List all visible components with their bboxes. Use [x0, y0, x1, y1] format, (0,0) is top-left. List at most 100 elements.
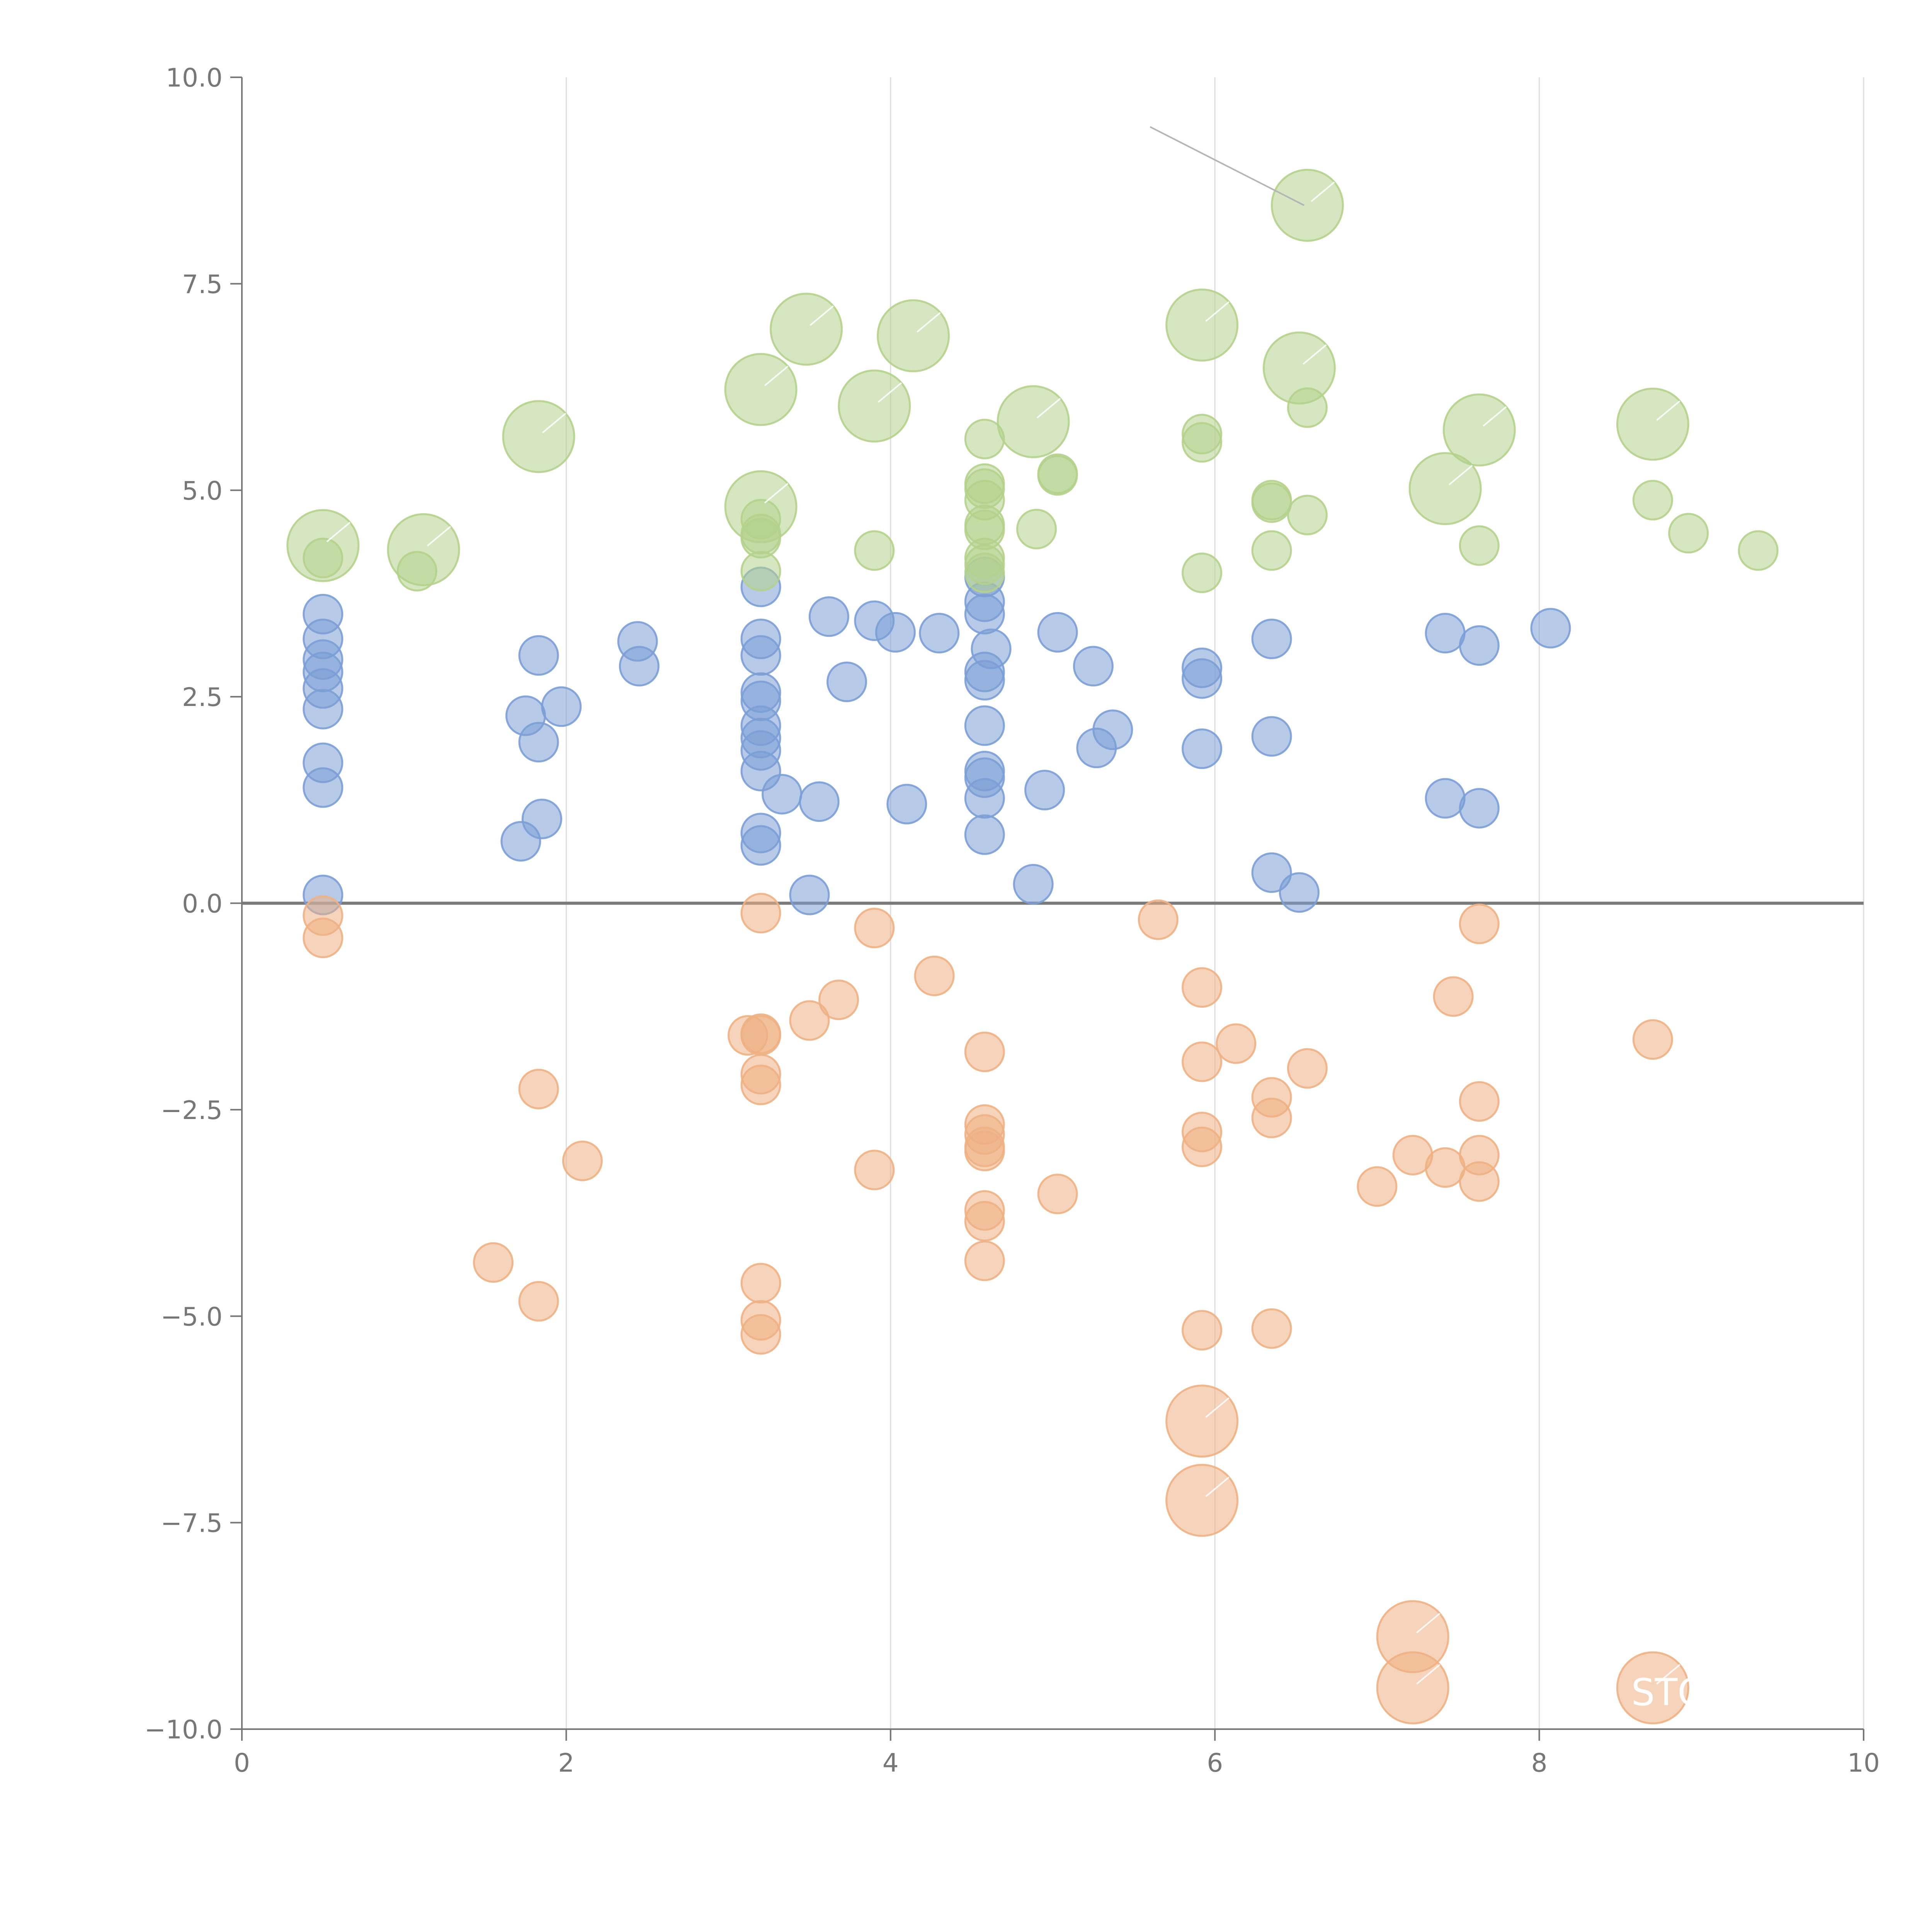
green-bubble — [1738, 530, 1779, 571]
x-tick-label: 6 — [1207, 1748, 1223, 1778]
orange-bubble — [1459, 903, 1500, 944]
green-bubble — [964, 553, 1005, 593]
green-bubble — [1287, 387, 1328, 428]
orange-bubble — [964, 1201, 1005, 1242]
blue-bubble — [886, 784, 927, 825]
orange-bubble — [1357, 1166, 1398, 1207]
green-bubble — [1408, 452, 1482, 525]
orange-bubble — [518, 1281, 559, 1322]
orange-bubble — [1287, 1048, 1328, 1089]
blue-bubble — [875, 612, 916, 653]
blue-bubble — [1459, 625, 1500, 666]
green-bubble — [303, 537, 344, 578]
blue-bubble — [964, 594, 1005, 634]
blue-bubble — [964, 705, 1005, 746]
orange-bubble — [740, 1065, 781, 1105]
green-bubble — [838, 369, 911, 443]
blue-bubble — [1182, 728, 1223, 769]
orange-bubble — [964, 1031, 1005, 1072]
orange-bubble — [740, 1263, 781, 1304]
bubble-leader-line — [1656, 1664, 1680, 1685]
blue-bubble — [740, 825, 781, 866]
series-orange — [303, 893, 1689, 1725]
green-bubble — [1668, 513, 1709, 554]
blue-bubble — [1530, 608, 1571, 649]
blue-bubble — [1251, 716, 1292, 757]
orange-bubble — [1376, 1651, 1449, 1725]
blue-bubble — [1279, 872, 1320, 913]
green-bubble — [770, 293, 843, 366]
x-tick-label: 2 — [558, 1748, 574, 1778]
blue-bubble — [1425, 613, 1466, 654]
orange-bubble — [1165, 1464, 1239, 1537]
orange-bubble — [1216, 1023, 1257, 1064]
y-tick-label: −7.5 — [161, 1509, 223, 1538]
blue-bubble — [1013, 864, 1054, 905]
y-tick-label: −2.5 — [161, 1095, 223, 1125]
orange-bubble — [740, 893, 781, 934]
blue-bubble — [1037, 612, 1078, 653]
bubble-leader-line — [1416, 1613, 1440, 1634]
orange-bubble — [1182, 1126, 1223, 1167]
green-bubble — [502, 400, 575, 473]
y-tick-label: −10.0 — [145, 1715, 223, 1745]
blue-bubble — [303, 767, 344, 808]
blue-bubble — [1024, 770, 1065, 811]
green-bubble — [1165, 288, 1239, 362]
blue-bubble — [1425, 778, 1466, 819]
bubble-labels: STO — [1631, 1671, 1707, 1714]
green-bubble — [1632, 480, 1673, 520]
bubble-leader-line — [427, 526, 451, 547]
blue-bubble — [808, 596, 849, 637]
blue-bubble — [521, 798, 562, 839]
blue-bubble — [518, 722, 559, 763]
green-bubble — [1459, 525, 1500, 566]
x-tick-label: 4 — [883, 1748, 899, 1778]
bubble-leader-line — [1311, 181, 1335, 202]
series-blue — [303, 556, 1571, 915]
bubble-leader-line — [1656, 400, 1680, 421]
orange-bubble — [303, 917, 344, 958]
green-bubble — [1016, 509, 1057, 549]
bubble-leader-line — [326, 522, 351, 543]
blue-bubble — [964, 814, 1005, 855]
y-tick-label: −5.0 — [161, 1302, 223, 1332]
blue-bubble — [518, 635, 559, 676]
blue-bubble — [619, 646, 660, 687]
series-green — [286, 168, 1779, 593]
orange-bubble — [854, 1150, 895, 1190]
x-tick-label: 0 — [234, 1748, 250, 1778]
green-bubble — [1251, 530, 1292, 571]
y-axis-ticks: 10.0 7.5 5.0 2.5 0.0 −2.5 −5.0 −7.5 −10.0 — [145, 63, 242, 1745]
orange-bubble — [740, 1314, 781, 1355]
x-axis-ticks: 0 2 4 6 8 10 — [234, 1729, 1880, 1778]
blue-bubble — [1182, 658, 1223, 699]
bubble-leader-line — [1416, 1664, 1440, 1685]
bubble-leader-line — [1483, 406, 1507, 427]
green-bubble — [396, 551, 437, 592]
green-bubble — [1616, 388, 1689, 461]
y-tick-label: 5.0 — [182, 476, 223, 506]
orange-bubble — [789, 1000, 830, 1041]
orange-bubble — [1459, 1081, 1500, 1122]
orange-bubble — [1251, 1097, 1292, 1138]
green-bubble — [1182, 422, 1223, 463]
bubble-leader-line — [764, 483, 789, 504]
orange-bubble — [1138, 899, 1179, 940]
green-bubble — [997, 385, 1070, 458]
bubble-leader-line — [1205, 1397, 1230, 1418]
y-tick-label: 2.5 — [182, 682, 223, 712]
blue-bubble — [789, 874, 830, 915]
label-leader-lines — [326, 181, 1680, 1685]
callout-leader-line — [1150, 126, 1304, 206]
orange-bubble — [818, 980, 859, 1020]
blue-bubble — [1251, 852, 1292, 893]
blue-bubble — [826, 662, 867, 702]
green-bubble — [1182, 553, 1223, 593]
green-bubble — [740, 551, 781, 592]
bubble-leader-line — [764, 366, 789, 386]
green-bubble — [854, 530, 895, 571]
green-bubble — [724, 353, 798, 426]
blue-bubble — [541, 686, 582, 727]
blue-bubble — [1251, 619, 1292, 659]
